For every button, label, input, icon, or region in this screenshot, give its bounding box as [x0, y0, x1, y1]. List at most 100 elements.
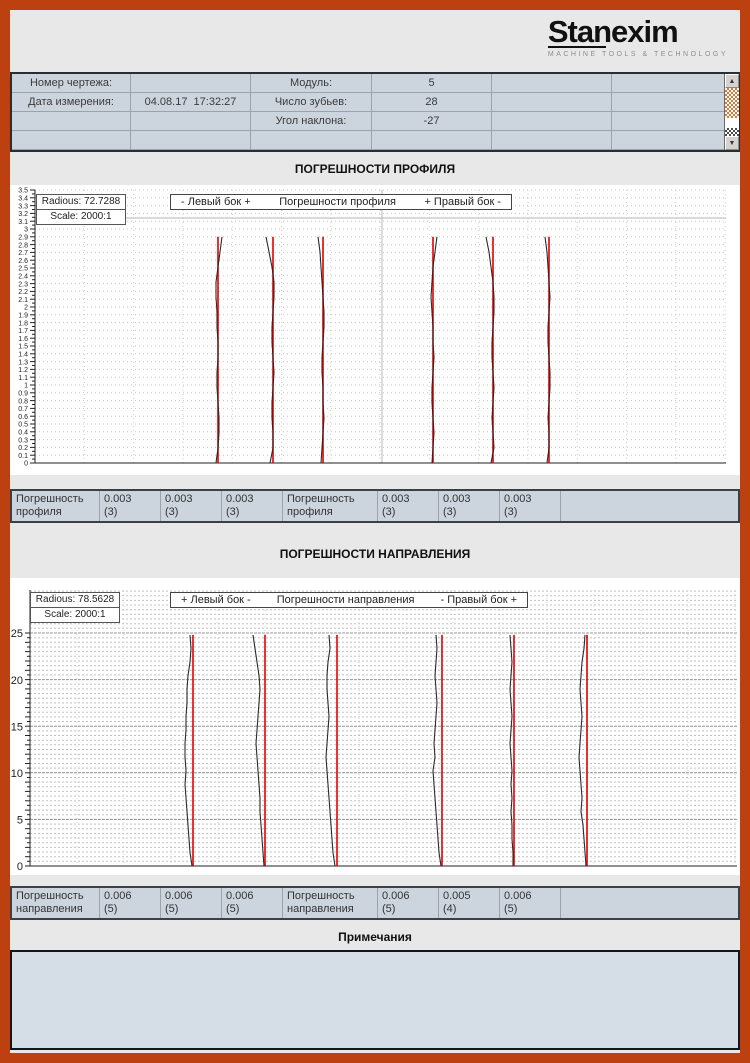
direction-value-cell: 0.006 (5) [500, 888, 560, 918]
notes-title: Примечания [338, 930, 412, 944]
profile-value-cell: 0.003 (3) [222, 491, 282, 521]
up-arrow-icon: ▲ [728, 77, 736, 85]
profile-legend-left: - Левый бок + [181, 196, 251, 208]
svg-text:2.8: 2.8 [18, 242, 28, 249]
profile-value-cell: 0.003 (3) [500, 491, 560, 521]
info-cell [131, 131, 250, 149]
direction-value-cell: 0.005 (4) [439, 888, 499, 918]
info-cell [492, 112, 611, 130]
info-cell: Угол наклона: [251, 112, 371, 130]
scrollbar-track[interactable] [725, 88, 739, 136]
svg-text:1.1: 1.1 [18, 375, 28, 382]
svg-text:1: 1 [24, 383, 28, 390]
direction-section-title: ПОГРЕШНОСТИ НАПРАВЛЕНИЯ [279, 547, 471, 561]
svg-text:0: 0 [17, 861, 23, 873]
header-info-table: Номер чертежа: Модуль: 5 Дата измерения:… [10, 72, 740, 152]
direction-info-box: Radious: 78.5628 Scale: 2000:1 [30, 592, 120, 623]
profile-scale-label: Scale: 2000:1 [36, 209, 126, 225]
svg-text:2.1: 2.1 [18, 297, 28, 304]
direction-legend-left: + Левый бок - [181, 594, 251, 606]
svg-text:0.2: 0.2 [18, 445, 28, 452]
svg-text:0.6: 0.6 [18, 414, 28, 421]
svg-text:0.3: 0.3 [18, 437, 28, 444]
scrollbar-track-highlight [725, 88, 739, 118]
svg-text:1.6: 1.6 [18, 336, 28, 343]
info-cell [131, 112, 250, 130]
profile-values-filler [561, 491, 738, 521]
svg-text:1.7: 1.7 [18, 328, 28, 335]
logo-tagline: MACHINE TOOLS & TECHNOLOGY [547, 51, 728, 58]
info-cell [12, 112, 130, 130]
svg-text:3.1: 3.1 [18, 219, 28, 226]
svg-text:2: 2 [24, 305, 28, 312]
svg-text:1.3: 1.3 [18, 359, 28, 366]
info-cell [492, 131, 611, 149]
scroll-thumb[interactable] [725, 128, 739, 136]
info-grid: Номер чертежа: Модуль: 5 Дата измерения:… [12, 74, 724, 150]
profile-legend: - Левый бок + Погрешности профиля + Прав… [170, 194, 512, 210]
profile-values-label: Погрешность профиля [12, 491, 99, 521]
svg-text:2.5: 2.5 [18, 266, 28, 273]
svg-text:1.8: 1.8 [18, 320, 28, 327]
info-cell: 5 [372, 74, 491, 92]
svg-text:3.5: 3.5 [18, 188, 28, 195]
info-cell [612, 112, 724, 130]
info-cell: Дата измерения: [12, 93, 130, 111]
direction-legend: + Левый бок - Погрешности направления - … [170, 592, 528, 608]
svg-text:0.4: 0.4 [18, 430, 28, 437]
direction-radius-label: Radious: 78.5628 [30, 592, 120, 608]
info-cell: Число зубьев: [251, 93, 371, 111]
info-cell [251, 131, 371, 149]
info-table-scrollbar[interactable]: ▲ ▼ [724, 74, 739, 150]
profile-chart: 0 0.1 0.2 0.3 0.4 0.5 0.6 0.7 0.8 0.9 1 1.1 1.2 1.3 1.… [10, 185, 740, 475]
svg-text:3.4: 3.4 [18, 196, 28, 203]
svg-text:0.9: 0.9 [18, 391, 28, 398]
svg-text:0.5: 0.5 [18, 422, 28, 429]
stanexim-logo: Stanexim MACHINE TOOLS & TECHNOLOGY [547, 16, 728, 58]
info-cell [492, 74, 611, 92]
info-cell [612, 93, 724, 111]
scroll-down-button[interactable]: ▼ [725, 136, 739, 150]
scrollbar-track-gap [725, 118, 739, 128]
profile-radius-label: Radious: 72.7288 [36, 194, 126, 210]
info-cell [372, 131, 491, 149]
info-cell [492, 93, 611, 111]
direction-values-label: Погрешность направления [283, 888, 377, 918]
report-content: Stanexim MACHINE TOOLS & TECHNOLOGY Номе… [10, 10, 740, 1053]
svg-text:0.7: 0.7 [18, 406, 28, 413]
profile-legend-right: + Правый бок - [424, 196, 501, 208]
direction-chart: 0 5 10 15 20 25 Radious: 78.5628 Scale: 2000:… [10, 578, 740, 875]
svg-text:2.4: 2.4 [18, 274, 28, 281]
svg-text:5: 5 [17, 815, 23, 827]
profile-values-label: Погрешность профиля [283, 491, 377, 521]
svg-text:1.5: 1.5 [18, 344, 28, 351]
svg-text:25: 25 [11, 628, 23, 640]
scroll-up-button[interactable]: ▲ [725, 74, 739, 88]
profile-values-table: Погрешность профиля 0.003 (3) 0.003 (3) 0.… [10, 489, 740, 523]
svg-text:0: 0 [24, 461, 28, 468]
svg-text:3: 3 [24, 227, 28, 234]
direction-values-filler [561, 888, 738, 918]
svg-text:15: 15 [11, 721, 23, 733]
svg-text:2.9: 2.9 [18, 235, 28, 242]
svg-text:1.9: 1.9 [18, 313, 28, 320]
profile-legend-center: Погрешности профиля [279, 196, 396, 208]
info-cell: Модуль: [251, 74, 371, 92]
direction-value-cell: 0.006 (5) [100, 888, 160, 918]
svg-text:0.1: 0.1 [18, 453, 28, 460]
logo-rule [547, 46, 606, 48]
svg-text:1.4: 1.4 [18, 352, 28, 359]
svg-text:2.6: 2.6 [18, 258, 28, 265]
info-cell: Номер чертежа: [12, 74, 130, 92]
profile-value-cell: 0.003 (3) [161, 491, 221, 521]
direction-scale-label: Scale: 2000:1 [30, 607, 120, 623]
svg-text:10: 10 [11, 768, 23, 780]
info-cell [131, 74, 250, 92]
svg-text:20: 20 [11, 675, 23, 687]
info-cell: 28 [372, 93, 491, 111]
profile-value-cell: 0.003 (3) [378, 491, 438, 521]
info-cell: -27 [372, 112, 491, 130]
notes-box[interactable] [10, 950, 740, 1050]
direction-values-label: Погрешность направления [12, 888, 99, 918]
